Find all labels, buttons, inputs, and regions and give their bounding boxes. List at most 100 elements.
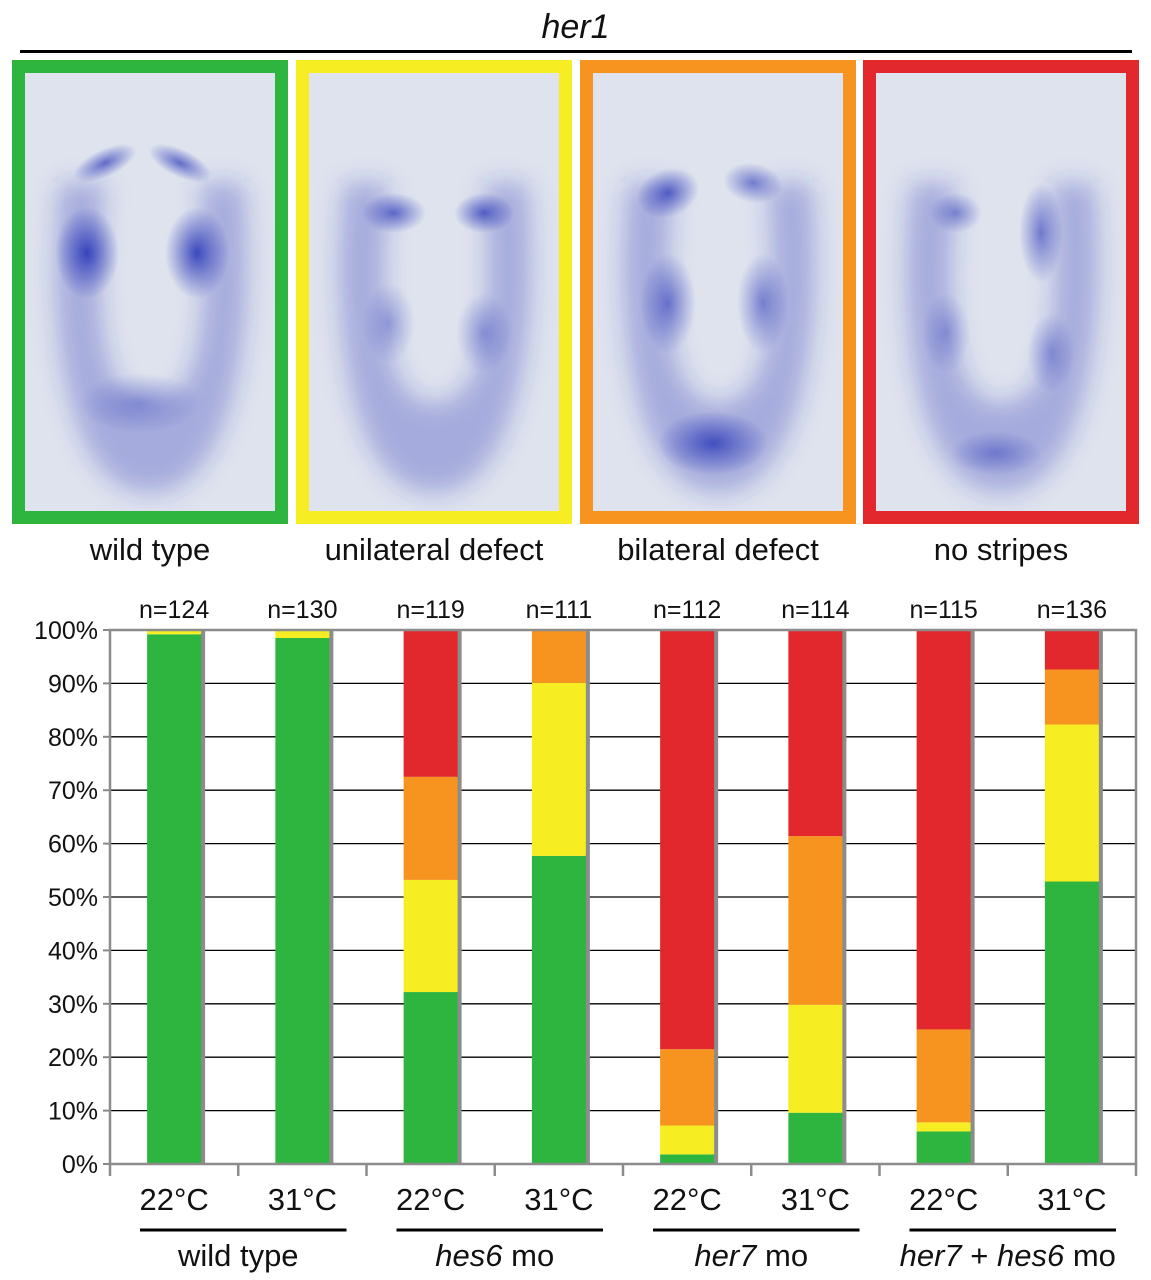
embryo-tailbud bbox=[623, 183, 815, 493]
stacked-bar-chart: 0% 10% 20% 30% 40% 50% 60% 70% 80% 90% 100% n=124 22… bbox=[34, 596, 1138, 1273]
panel-bilateral-defect bbox=[580, 60, 856, 524]
figure-title: her1 bbox=[541, 8, 610, 46]
expression-stripe bbox=[951, 431, 1041, 475]
expression-stripe bbox=[73, 143, 137, 183]
bar-segment-wild-type bbox=[531, 855, 586, 1164]
bar-segment-no-stripes bbox=[1044, 630, 1099, 670]
expression-stripe bbox=[454, 193, 514, 233]
bar-shadow bbox=[199, 630, 206, 1164]
bar-segment-wild-type bbox=[147, 634, 202, 1164]
bar-segment-unilateral-defect bbox=[147, 630, 202, 635]
expression-stripe bbox=[165, 207, 229, 299]
sample-count-label: n=114 bbox=[781, 596, 849, 624]
y-tick-label: 30% bbox=[48, 991, 98, 1019]
panel-no-stripes bbox=[863, 60, 1139, 524]
bar-shadow bbox=[327, 630, 334, 1164]
group-label: her7 + hes6 mo bbox=[900, 1238, 1116, 1273]
bar-segment-wild-type bbox=[275, 638, 330, 1164]
sample-count-label: n=136 bbox=[1037, 596, 1107, 624]
bar-segment-unilateral-defect bbox=[275, 630, 330, 639]
sample-count-label: n=130 bbox=[267, 596, 337, 624]
expression-stripe bbox=[456, 293, 512, 373]
sample-count-label: n=119 bbox=[396, 596, 464, 624]
embryo-tailbud bbox=[339, 183, 531, 493]
embryo-tailbud bbox=[906, 183, 1098, 493]
embryo-image bbox=[593, 73, 843, 511]
expression-stripe bbox=[55, 207, 119, 299]
expression-stripe bbox=[148, 143, 212, 183]
panel-label-bilateral-defect: bilateral defect bbox=[617, 532, 819, 567]
y-tick-label: 80% bbox=[48, 724, 98, 752]
bar-segment-unilateral-defect bbox=[1044, 724, 1099, 882]
bar-segment-wild-type bbox=[788, 1112, 843, 1164]
bar-segment-unilateral-defect bbox=[403, 879, 458, 993]
expression-stripe bbox=[723, 162, 783, 204]
expression-stripe bbox=[922, 293, 970, 373]
x-tick-label: 22°C bbox=[652, 1182, 721, 1217]
y-tick-label: 70% bbox=[48, 777, 98, 805]
bar-segment-wild-type bbox=[660, 1154, 715, 1164]
bar-segment-no-stripes bbox=[788, 630, 843, 837]
expression-stripe bbox=[362, 193, 426, 233]
sample-count-label: n=112 bbox=[653, 596, 721, 624]
y-tick-label: 0% bbox=[62, 1151, 98, 1179]
bar-shadow bbox=[712, 630, 719, 1164]
x-tick-label: 22°C bbox=[909, 1182, 978, 1217]
y-tick-label: 40% bbox=[48, 937, 98, 965]
bar-segment-wild-type bbox=[1044, 881, 1099, 1164]
expression-stripe bbox=[363, 283, 415, 363]
bar-segment-bilateral-defect bbox=[1044, 669, 1099, 725]
group-label: hes6 mo bbox=[435, 1238, 554, 1273]
y-tick-label: 90% bbox=[48, 670, 98, 698]
bar-segment-bilateral-defect bbox=[916, 1029, 971, 1123]
expression-stripe bbox=[640, 253, 696, 353]
y-tick-label: 50% bbox=[48, 884, 98, 912]
y-tick-label: 20% bbox=[48, 1044, 98, 1072]
x-tick-label: 22°C bbox=[139, 1182, 208, 1217]
bar-segment-bilateral-defect bbox=[531, 630, 586, 683]
bar-shadow bbox=[455, 630, 462, 1164]
embryo-image bbox=[25, 73, 275, 511]
expression-stripe bbox=[80, 373, 200, 433]
panel-unilateral-defect bbox=[296, 60, 572, 524]
panel-label-wild-type: wild type bbox=[89, 532, 211, 567]
x-tick-label: 31°C bbox=[781, 1182, 850, 1217]
bar-segment-wild-type bbox=[916, 1131, 971, 1164]
title-underline bbox=[20, 50, 1132, 53]
panel-label-unilateral-defect: unilateral defect bbox=[324, 532, 544, 567]
y-tick-label: 100% bbox=[34, 617, 98, 645]
expression-stripe bbox=[658, 411, 768, 475]
x-tick-label: 31°C bbox=[268, 1182, 337, 1217]
bar-segment-wild-type bbox=[403, 992, 458, 1164]
embryo-image bbox=[876, 73, 1126, 511]
bar-segment-bilateral-defect bbox=[788, 836, 843, 1005]
group-label: her7 mo bbox=[694, 1238, 808, 1273]
expression-stripe bbox=[1027, 313, 1075, 393]
y-tick-label: 60% bbox=[48, 831, 98, 859]
embryo-image bbox=[309, 73, 559, 511]
bar-segment-no-stripes bbox=[916, 630, 971, 1030]
x-tick-label: 31°C bbox=[1037, 1182, 1106, 1217]
panel-wild-type bbox=[12, 60, 288, 524]
expression-stripe bbox=[737, 253, 789, 353]
x-tick-label: 31°C bbox=[524, 1182, 593, 1217]
bar-shadow bbox=[968, 630, 975, 1164]
panel-label-no-stripes: no stripes bbox=[933, 532, 1069, 567]
bar-segment-unilateral-defect bbox=[916, 1122, 971, 1132]
bar-segment-bilateral-defect bbox=[403, 776, 458, 880]
sample-count-label: n=115 bbox=[909, 596, 977, 624]
sample-count-label: n=124 bbox=[139, 596, 209, 624]
bar-segment-bilateral-defect bbox=[660, 1049, 715, 1126]
bar-shadow bbox=[1096, 630, 1103, 1164]
bar-segment-no-stripes bbox=[660, 630, 715, 1050]
bar-shadow bbox=[840, 630, 847, 1164]
y-tick-label: 10% bbox=[48, 1098, 98, 1126]
sample-count-label: n=111 bbox=[526, 596, 593, 624]
expression-stripe bbox=[930, 193, 982, 233]
bar-shadow bbox=[583, 630, 590, 1164]
expression-stripe bbox=[1019, 183, 1063, 283]
group-label: wild type bbox=[177, 1238, 299, 1273]
bar-segment-unilateral-defect bbox=[531, 682, 586, 856]
bar-segment-no-stripes bbox=[403, 630, 458, 777]
bar-segment-unilateral-defect bbox=[660, 1125, 715, 1155]
